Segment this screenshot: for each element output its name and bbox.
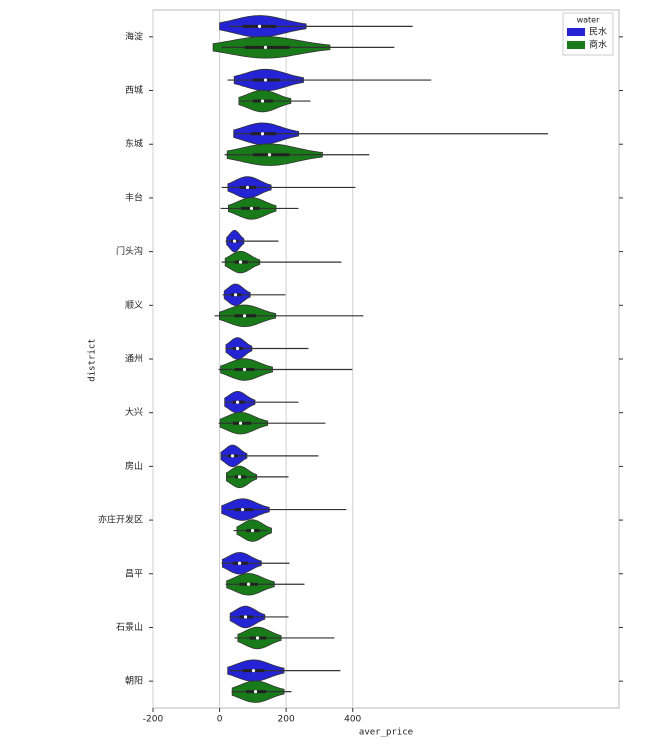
y-tick-label: 丰台	[125, 191, 143, 203]
median-dot	[263, 45, 268, 49]
median-dot	[260, 132, 265, 136]
median-dot	[245, 185, 250, 190]
y-tick-label: 门头沟	[116, 245, 143, 257]
median-dot	[232, 239, 237, 243]
y-tick-label: 昌平	[125, 568, 143, 579]
median-dot	[238, 260, 243, 264]
y-tick-label: 房山	[125, 460, 143, 472]
median-dot	[238, 421, 243, 425]
y-tick-label: 顺义	[125, 300, 143, 311]
y-axis-label: district	[88, 338, 98, 381]
legend-title: water	[577, 16, 601, 25]
y-tick-label: 通州	[125, 354, 143, 365]
median-dot	[243, 615, 248, 619]
x-axis-label: aver_price	[359, 728, 413, 738]
y-tick-label: 朝阳	[125, 676, 143, 687]
median-dot	[257, 24, 262, 28]
median-dot	[242, 314, 247, 318]
x-tick-label: 400	[344, 715, 361, 725]
x-tick-label: 200	[278, 715, 295, 725]
median-dot	[233, 293, 238, 297]
median-dot	[230, 454, 235, 458]
y-tick-label: 大兴	[125, 406, 143, 418]
y-tick-label: 西城	[125, 85, 143, 96]
plot-frame	[152, 9, 620, 709]
median-dot	[250, 528, 255, 533]
legend-label: 民水	[589, 26, 607, 38]
y-tick-label: 石景山	[116, 622, 143, 633]
median-dot	[260, 99, 265, 103]
median-dot	[235, 400, 240, 404]
median-dot	[251, 669, 256, 673]
x-tick-label: 0	[217, 715, 223, 725]
legend-swatch	[567, 28, 585, 36]
legend-label: 商水	[589, 39, 607, 51]
median-dot	[237, 561, 242, 565]
legend-swatch	[567, 41, 585, 49]
median-dot	[235, 346, 240, 351]
y-tick-label: 东城	[125, 138, 143, 150]
median-dot	[237, 475, 242, 479]
x-tick-label: -200	[143, 715, 164, 725]
median-dot	[249, 206, 254, 211]
median-dot	[242, 367, 247, 372]
median-dot	[263, 78, 268, 82]
y-tick-label: 海淀	[125, 30, 143, 42]
median-dot	[255, 636, 260, 640]
y-tick-label: 亦庄开发区	[98, 514, 143, 526]
median-dot	[246, 582, 251, 586]
median-dot	[253, 690, 258, 694]
median-dot	[240, 507, 245, 512]
median-dot	[267, 153, 272, 157]
